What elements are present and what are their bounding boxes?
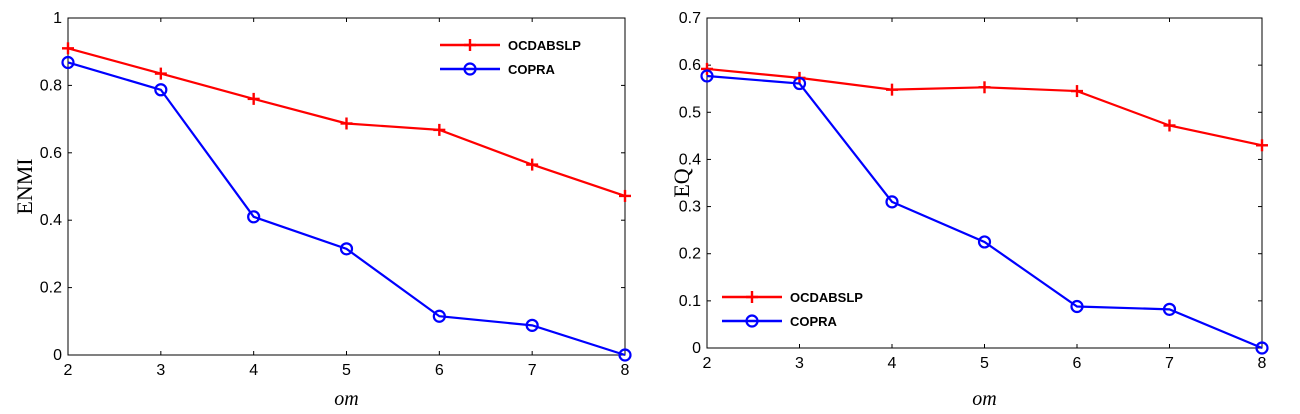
series-copra-line xyxy=(67,61,626,357)
series-ocdabslp-point xyxy=(619,189,631,202)
series-copra-point xyxy=(339,242,354,256)
y-tick-label: 0.7 xyxy=(679,10,701,27)
x-tick-label: 5 xyxy=(342,362,351,379)
legend-copra-label: COPRA xyxy=(790,314,838,329)
x-tick-label: 8 xyxy=(621,362,630,379)
series-ocdabslp-point xyxy=(340,117,353,130)
series-ocdabslp-point xyxy=(1256,139,1268,152)
chart-eq: 2 3 4 5 6 7 8 0 0.1 0.2 0.3 0.4 0.5 0.6 0.7 om EQ OCDABSL… xyxy=(669,10,1269,410)
series-copra-point xyxy=(525,318,539,332)
y-tick-label: 0 xyxy=(692,340,701,357)
chart-enmi: 2 3 4 5 6 7 8 0 0.2 0.4 0.6 0.8 1 om ENMI OCDABSLP COPRA xyxy=(12,10,632,410)
x-tick-label: 6 xyxy=(435,362,444,379)
y-tick-label: 1 xyxy=(53,10,62,27)
x-tick-label: 2 xyxy=(703,355,712,372)
legend-copra-label: COPRA xyxy=(508,62,556,77)
series-ocdabslp-point xyxy=(62,42,74,55)
y-tick-label: 0 xyxy=(53,347,62,364)
series-ocdabslp-point xyxy=(526,158,539,171)
series-copra-point xyxy=(61,55,75,70)
series-copra-line xyxy=(706,74,1263,350)
series-ocdabslp-line xyxy=(706,67,1263,147)
series-ocdabslp-point xyxy=(1163,119,1176,132)
series-ocdabslp-point xyxy=(886,83,898,96)
x-tick-label: 5 xyxy=(980,355,989,372)
y-axis-label: ENMI xyxy=(12,158,37,214)
series-ocdabslp-point xyxy=(154,67,167,80)
series-copra-point xyxy=(885,195,899,209)
legend-ocdabslp-label: OCDABSLP xyxy=(508,38,581,53)
series-copra-point xyxy=(700,69,714,83)
y-tick-label: 0.2 xyxy=(40,280,62,297)
series-copra-point xyxy=(1162,302,1177,316)
x-tick-label: 6 xyxy=(1073,355,1082,372)
legend-ocdabslp-marker xyxy=(746,291,758,303)
x-tick-label: 2 xyxy=(64,362,73,379)
series-ocdabslp-point xyxy=(433,123,446,136)
series-copra-point xyxy=(1255,341,1269,355)
legend-copra-marker xyxy=(745,314,759,328)
series-copra-point xyxy=(154,83,168,97)
series-copra-point xyxy=(1070,299,1084,314)
series-copra-point xyxy=(977,235,992,249)
series-copra-point xyxy=(247,210,261,224)
series-copra-point xyxy=(432,309,446,323)
series-copra-point xyxy=(792,76,807,91)
x-tick-label: 4 xyxy=(888,355,897,372)
y-tick-label: 0.1 xyxy=(679,293,701,310)
series-ocdabslp-point xyxy=(978,81,991,94)
y-tick-label: 0.4 xyxy=(40,212,62,229)
legend-ocdabslp-marker xyxy=(464,39,476,51)
x-axis-label: om xyxy=(334,388,358,410)
legend-ocdabslp-label: OCDABSLP xyxy=(790,290,863,305)
legend-copra-marker xyxy=(463,62,477,76)
x-tick-label: 8 xyxy=(1258,355,1267,372)
y-tick-label: 0.8 xyxy=(40,77,62,94)
x-tick-label: 4 xyxy=(249,362,258,379)
x-tick-label: 3 xyxy=(795,355,804,372)
y-axis-label: EQ xyxy=(669,168,694,197)
x-tick-label: 3 xyxy=(156,362,165,379)
y-tick-label: 0.6 xyxy=(40,145,62,162)
series-ocdabslp-point xyxy=(1071,85,1083,98)
series-ocdabslp-point xyxy=(701,62,713,75)
y-tick-label: 0.5 xyxy=(679,104,701,121)
x-axis-label: om xyxy=(972,388,996,410)
series-copra-point xyxy=(618,348,632,362)
x-tick-label: 7 xyxy=(528,362,537,379)
x-tick-label: 7 xyxy=(1165,355,1174,372)
y-tick-label: 0.4 xyxy=(679,151,701,168)
y-tick-label: 0.6 xyxy=(679,57,701,74)
y-tick-label: 0.3 xyxy=(679,199,701,216)
series-ocdabslp-point xyxy=(247,92,260,105)
y-tick-label: 0.2 xyxy=(679,246,701,263)
